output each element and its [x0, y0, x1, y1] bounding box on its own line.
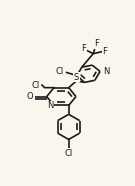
- Text: F: F: [81, 44, 86, 53]
- Text: Cl: Cl: [65, 149, 73, 158]
- Text: O: O: [27, 92, 33, 101]
- Text: N: N: [103, 68, 109, 76]
- Text: N: N: [47, 101, 53, 110]
- Text: F: F: [102, 46, 107, 56]
- Text: F: F: [94, 39, 99, 48]
- Text: Cl: Cl: [56, 68, 64, 76]
- Text: Cl: Cl: [31, 81, 40, 89]
- Text: S: S: [74, 73, 79, 82]
